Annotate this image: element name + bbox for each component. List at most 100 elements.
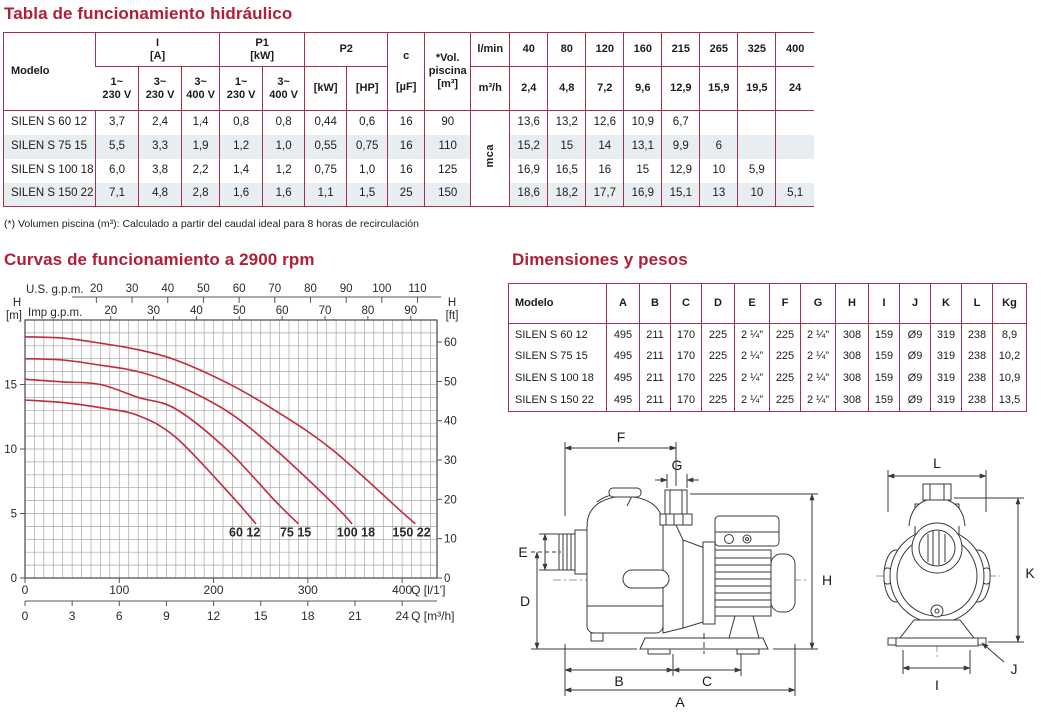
dimensions-table-body: SILEN S 60 12 495 211 170 225 2 ¼” 225 2 ¼” 308 1… xyxy=(509,323,1027,412)
imp-gpm-tick-label: 50 xyxy=(233,305,246,317)
y-tick-label: 5 xyxy=(11,509,17,521)
value-cell: 1,0 xyxy=(262,134,305,159)
q-m3h-axis-label: Q [m³/h] xyxy=(411,609,454,623)
head-value-cell: 5,1 xyxy=(775,182,814,207)
sub-header: 1~ 230 V xyxy=(219,66,263,111)
head-value-cell xyxy=(775,158,814,183)
q-m3h-tick-label: 9 xyxy=(163,609,170,623)
dim-value-cell: 2 ¼” xyxy=(734,323,770,346)
dim-value-cell: 2 ¼” xyxy=(734,367,770,390)
dimensions-table: Modelo A B C D E F G H I J K L Kg SILEN S 60 12 495 211… xyxy=(508,283,1027,412)
flow-unit-lmin: l/min xyxy=(470,32,510,67)
col-header-capacitor: c [µF] xyxy=(387,32,425,111)
flow-unit-m3h: m³/h xyxy=(470,66,510,111)
dim-value-cell: 308 xyxy=(835,367,869,390)
col-header-pool-volume: *Vol. piscina [m³] xyxy=(424,32,471,111)
pool-volume-footnote: (*) Volumen piscina (m³): Calculado a pa… xyxy=(4,218,419,230)
dim-value-cell: 170 xyxy=(670,323,702,346)
value-cell: 1,1 xyxy=(304,182,347,207)
dimensions-row: SILEN S 75 15 495 211 170 225 2 ¼” 225 2 ¼” 308 1… xyxy=(509,345,1027,368)
flow-value: 80 xyxy=(547,32,586,67)
value-cell: 16 xyxy=(387,158,425,183)
sub-header: [kW] xyxy=(304,66,347,111)
hydraulic-table: Modelo I [A] P1 [kW] P2 c [µF] *Vol. pisci… xyxy=(3,32,814,207)
curve-75-15 xyxy=(24,378,299,525)
dim-value-cell: 159 xyxy=(868,367,900,390)
y-tick-label: 0 xyxy=(11,573,17,585)
head-value-cell: 18,2 xyxy=(547,182,586,207)
curve-label-100-18: 100 18 xyxy=(337,526,375,540)
head-value-cell: 6 xyxy=(699,134,738,159)
hydraulic-table-body: SILEN S 60 12 3,7 2,4 1,4 0,8 0,8 0,44 0,6 16 90 m… xyxy=(3,110,814,207)
col-group-current: I [A] xyxy=(95,32,220,67)
head-value-cell: 16,9 xyxy=(509,158,548,183)
head-value-cell: 10 xyxy=(737,182,776,207)
value-cell: 3,3 xyxy=(138,134,182,159)
dim-value-cell: 225 xyxy=(701,389,735,412)
us-gpm-tick-label: 50 xyxy=(197,283,210,295)
dim-value-cell: 495 xyxy=(606,367,640,390)
dim-value-cell: 170 xyxy=(670,367,702,390)
y-tick-label: 15 xyxy=(4,380,17,392)
head-value-cell: 15 xyxy=(547,134,586,159)
dim-col-header: L xyxy=(961,283,993,324)
dim-value-cell: 225 xyxy=(769,345,801,368)
flow-value: 24 xyxy=(775,66,814,111)
q-m3h-tick-label: 24 xyxy=(395,609,409,623)
y-axis-right-label: H xyxy=(448,297,456,309)
dim-col-header: K xyxy=(930,283,962,324)
ft-tick-label: 60 xyxy=(444,337,457,349)
q-lmin-tick-label: 100 xyxy=(109,583,129,597)
dim-value-cell: 225 xyxy=(769,367,801,390)
dim-value-cell: 211 xyxy=(639,389,671,412)
head-value-cell: 15,1 xyxy=(661,182,700,207)
dim-value-cell: 211 xyxy=(639,367,671,390)
value-cell: 2,4 xyxy=(138,110,182,135)
y-axis-left-unit: [m] xyxy=(6,310,22,322)
head-value-cell: 5,9 xyxy=(737,158,776,183)
imp-gpm-tick-label: 20 xyxy=(104,305,117,317)
us-gpm-tick-label: 110 xyxy=(408,283,426,295)
dim-value-cell: 495 xyxy=(606,345,640,368)
dim-label-a: A xyxy=(675,694,685,710)
value-cell: 1,4 xyxy=(181,110,220,135)
us-gpm-tick-label: 40 xyxy=(161,283,174,295)
dim-value-cell: 2 ¼” xyxy=(800,367,836,390)
dim-value-cell: 10,2 xyxy=(992,345,1027,368)
dim-value-cell: 8,9 xyxy=(992,323,1027,346)
curve-100-18 xyxy=(24,357,353,525)
dim-value-cell: 308 xyxy=(835,323,869,346)
dim-col-header: E xyxy=(734,283,770,324)
dim-value-cell: 308 xyxy=(835,345,869,368)
dim-value-cell: 225 xyxy=(769,323,801,346)
dim-value-cell: 2 ¼” xyxy=(800,323,836,346)
flow-value: 325 xyxy=(737,32,776,67)
us-gpm-tick-label: 60 xyxy=(233,283,246,295)
model-cell: SILEN S 60 12 xyxy=(11,115,88,128)
dim-value-cell: Ø9 xyxy=(899,345,931,368)
q-m3h-tick-label: 3 xyxy=(69,609,76,623)
flow-value: 9,6 xyxy=(623,66,662,111)
dim-label-j: J xyxy=(1011,661,1018,677)
flow-value: 400 xyxy=(775,32,814,67)
dim-value-cell: Ø9 xyxy=(899,323,931,346)
value-cell: 1,2 xyxy=(219,134,263,159)
dim-label-k: K xyxy=(1025,565,1035,581)
flow-value: 120 xyxy=(585,32,624,67)
dim-col-header: F xyxy=(769,283,801,324)
model-cell: SILEN S 60 12 xyxy=(515,328,588,341)
flow-value: 265 xyxy=(699,32,738,67)
flow-value: 19,5 xyxy=(737,66,776,111)
dim-value-cell: 13,5 xyxy=(992,389,1027,412)
model-cell: SILEN S 100 18 xyxy=(515,372,594,385)
ft-tick-label: 10 xyxy=(444,534,457,546)
dim-col-header: A xyxy=(606,283,640,324)
sub-header: 1~ 230 V xyxy=(95,66,139,111)
value-cell: 0,75 xyxy=(304,158,347,183)
curve-label-75-15: 75 15 xyxy=(280,526,311,540)
flow-value: 215 xyxy=(661,32,700,67)
curve-60-12 xyxy=(24,399,257,525)
us-gpm-tick-label: 90 xyxy=(340,283,353,295)
col-group-p1: P1 [kW] xyxy=(219,32,305,67)
